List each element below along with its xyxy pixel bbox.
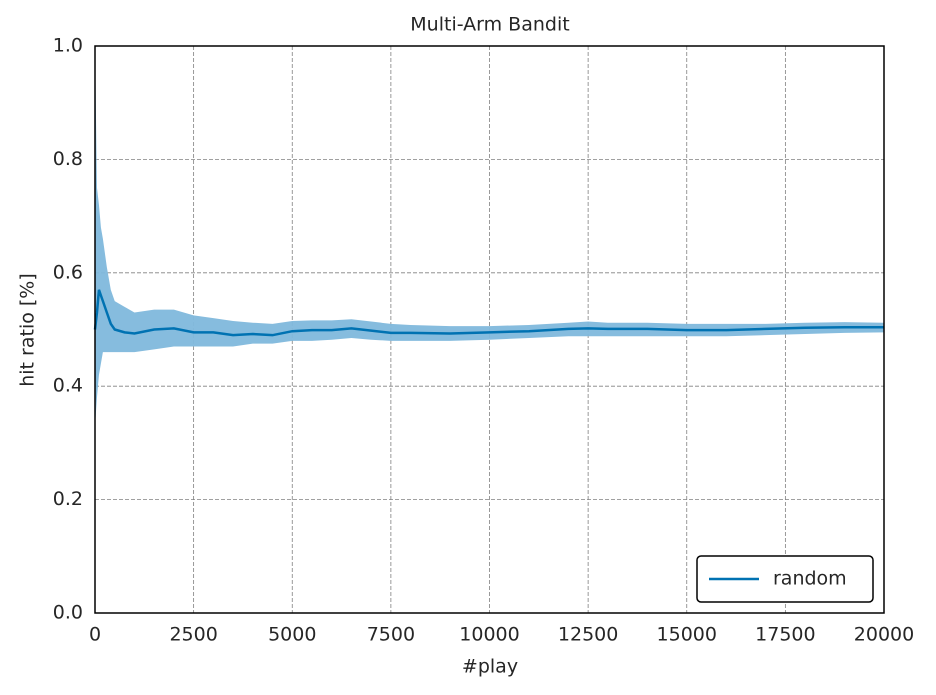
chart-title: Multi-Arm Bandit bbox=[410, 14, 569, 36]
y-tick-label: 0.6 bbox=[53, 261, 83, 283]
x-tick-label: 12500 bbox=[558, 624, 618, 646]
legend-label: random bbox=[773, 568, 847, 590]
x-axis-label: #play bbox=[462, 656, 518, 678]
x-tick-label: 10000 bbox=[459, 624, 519, 646]
y-tick-label: 0.4 bbox=[53, 375, 83, 397]
y-tick-label: 0.8 bbox=[53, 148, 83, 170]
line bbox=[93, 289, 884, 337]
plot-frame bbox=[94, 45, 885, 614]
x-tick-label: 7500 bbox=[367, 624, 415, 646]
x-tick-label: 0 bbox=[89, 624, 101, 646]
x-tick-label: 5000 bbox=[268, 624, 316, 646]
legend: random bbox=[696, 555, 874, 603]
y-axis-label: hit ratio [%] bbox=[17, 273, 39, 387]
legend-frame bbox=[696, 555, 874, 603]
x-tick-label: 20000 bbox=[854, 624, 914, 646]
y-tick-label: 0.2 bbox=[53, 488, 83, 510]
x-tick-label: 2500 bbox=[169, 624, 217, 646]
y-tick-label: 1.0 bbox=[53, 35, 83, 57]
y-tick-label: 0.0 bbox=[53, 602, 83, 624]
x-tick-label: 17500 bbox=[755, 624, 815, 646]
x-tick-label: 15000 bbox=[657, 624, 717, 646]
